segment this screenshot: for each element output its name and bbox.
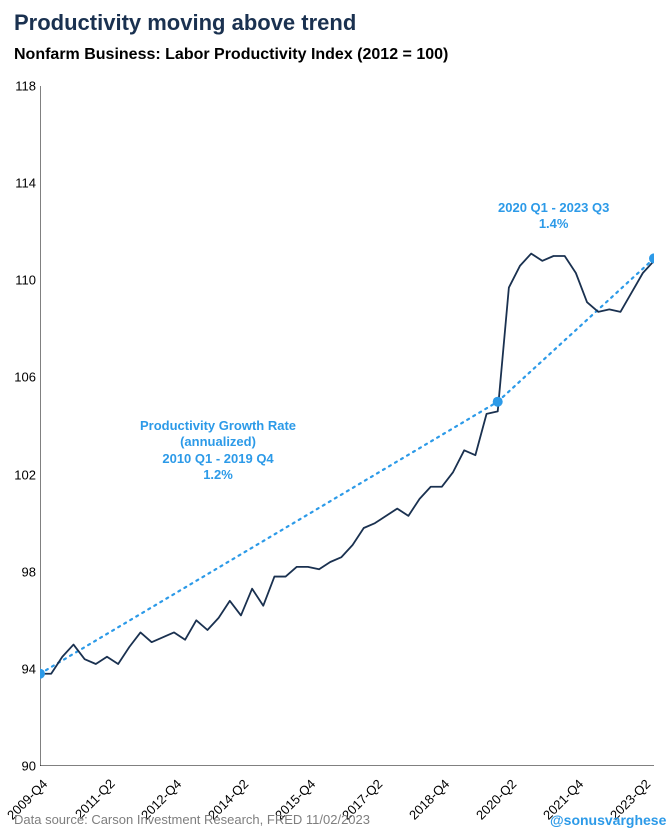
chart-plot (40, 86, 654, 766)
y-tick-label: 106 (6, 370, 36, 385)
annotation-line: 2020 Q1 - 2023 Q3 (498, 200, 609, 216)
y-tick-label: 114 (6, 176, 36, 191)
chart-subtitle: Nonfarm Business: Labor Productivity Ind… (14, 46, 448, 64)
y-tick-label: 118 (6, 79, 36, 94)
annotation-line: Productivity Growth Rate (140, 418, 296, 434)
y-tick-label: 102 (6, 467, 36, 482)
footer-source: Data source: Carson Investment Research,… (14, 812, 370, 827)
annotation-line: 2010 Q1 - 2019 Q4 (140, 451, 296, 467)
chart-title: Productivity moving above trend (14, 10, 356, 36)
annotation-trend-1: Productivity Growth Rate (annualized) 20… (140, 418, 296, 483)
x-tick-label: 2018-Q4 (406, 776, 452, 822)
chart-container: { "title": "Productivity moving above tr… (0, 0, 669, 837)
x-tick-label: 2020-Q2 (473, 776, 519, 822)
annotation-line: 1.4% (498, 216, 609, 232)
footer-handle: @sonusvarghese (550, 812, 666, 828)
annotation-line: (annualized) (140, 434, 296, 450)
annotation-trend-2: 2020 Q1 - 2023 Q3 1.4% (498, 200, 609, 233)
annotation-line: 1.2% (140, 467, 296, 483)
y-tick-label: 94 (6, 661, 36, 676)
y-tick-label: 98 (6, 564, 36, 579)
y-tick-label: 90 (6, 759, 36, 774)
y-tick-label: 110 (6, 273, 36, 288)
